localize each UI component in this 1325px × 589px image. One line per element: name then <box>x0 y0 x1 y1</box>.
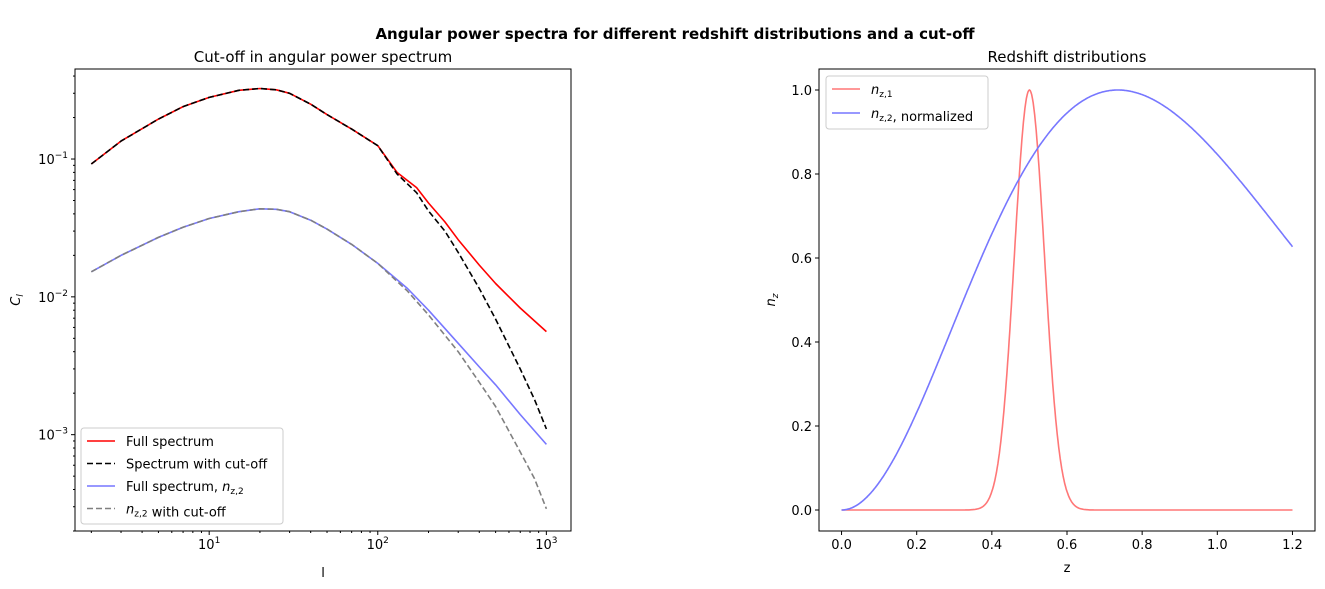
x-tick-label: 1.0 <box>1207 538 1228 553</box>
y-tick-label: 10−3 <box>38 427 68 444</box>
series-line-3 <box>90 208 548 510</box>
y-tick-label: 0.6 <box>791 252 812 267</box>
y-tick-label: 0.4 <box>791 336 812 351</box>
y-tick-label: 10−2 <box>38 289 68 306</box>
y-tick-label: 1.0 <box>791 84 812 99</box>
legend-entry-label: nz,1 <box>871 83 893 100</box>
legend-entry-label: nz,2 with cut-off <box>126 503 227 521</box>
legend-entry-label: nz,2, normalized <box>871 107 973 125</box>
y-tick-label: 0.8 <box>791 168 812 183</box>
right-chart: Redshift distributions 0.0 0.2 0.4 0.6 0.8 1.… <box>764 48 1316 576</box>
left-x-axis-label: l <box>321 566 325 581</box>
left-plot-frame <box>74 68 572 532</box>
left-chart-title: Cut-off in angular power spectrum <box>194 48 452 66</box>
y-tick-label: 0.0 <box>791 504 812 519</box>
x-tick-label: 101 <box>198 536 220 553</box>
y-tick-label: 0.2 <box>791 420 812 435</box>
legend-entry-label: Spectrum with cut-off <box>126 458 268 473</box>
x-tick-label: 103 <box>535 536 557 553</box>
right-chart-title: Redshift distributions <box>988 48 1147 66</box>
legend-box <box>80 427 284 525</box>
legend-entry-label: Full spectrum <box>126 435 214 450</box>
left-legend: Full spectrum Spectrum with cut-off Full s… <box>80 427 284 525</box>
y-tick-label: 10−1 <box>38 151 68 168</box>
right-y-axis-label: nz <box>764 293 781 306</box>
series-line-0 <box>841 89 1293 511</box>
left-y-axis-label: Cl <box>9 294 26 306</box>
legend-entry-label: Full spectrum, nz,2 <box>126 480 244 497</box>
x-tick-label: 1.2 <box>1282 538 1303 553</box>
x-tick-label: 102 <box>367 536 389 553</box>
left-chart: Cut-off in angular power spectrum 101 102… <box>9 48 572 581</box>
right-legend: nz,1 nz,2, normalized <box>825 75 989 130</box>
x-tick-label: 0.6 <box>1057 538 1078 553</box>
series-line-2 <box>90 208 548 445</box>
series-line-1 <box>841 89 1294 511</box>
series-line-0 <box>90 87 547 333</box>
x-tick-label: 0.4 <box>982 538 1003 553</box>
series-line-1 <box>90 87 548 430</box>
right-x-axis-label: z <box>1064 561 1071 576</box>
x-tick-label: 0.2 <box>906 538 927 553</box>
legend-box <box>825 75 989 130</box>
figure-suptitle: Angular power spectra for different reds… <box>375 25 975 43</box>
x-tick-label: 0.8 <box>1132 538 1153 553</box>
right-plot-frame <box>818 68 1316 532</box>
x-tick-label: 0.0 <box>831 538 852 553</box>
